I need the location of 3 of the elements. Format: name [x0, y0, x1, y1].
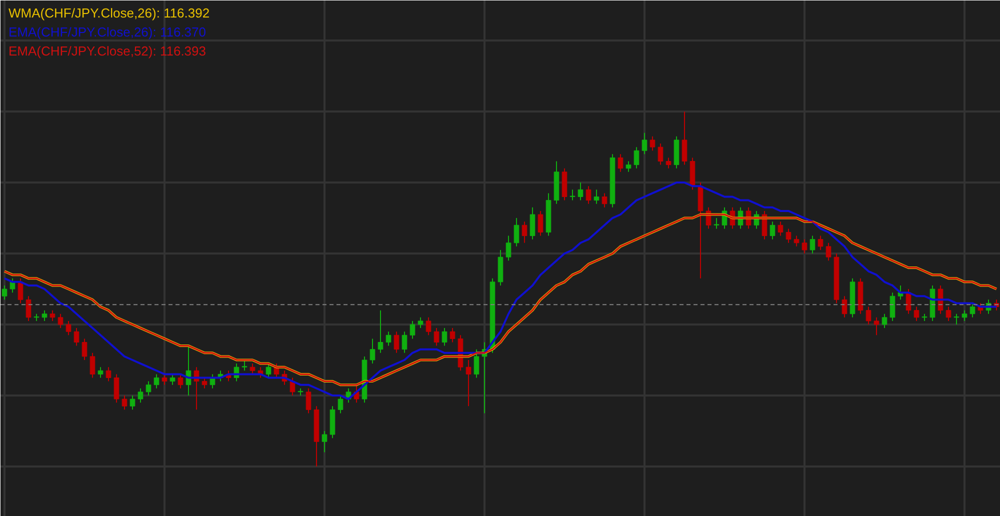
text: EMA(CHF/JPY.Close,52): 116.393 — [8, 44, 206, 58]
text: WMA(CHF/JPY.Close,26): 116.392 — [8, 6, 210, 20]
text: EMA(CHF/JPY.Close,26): 116.370 — [8, 24, 206, 40]
